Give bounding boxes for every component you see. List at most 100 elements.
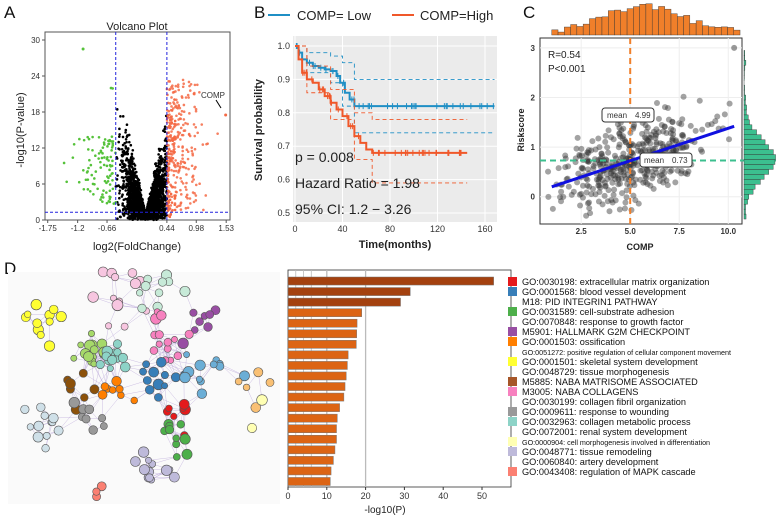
bar-4: [287, 318, 358, 328]
right-histogram-bar: [743, 189, 754, 195]
volcano-point: [155, 164, 158, 168]
volcano-point-down: [96, 187, 99, 191]
network-node: [112, 339, 123, 349]
corr-point: [660, 174, 667, 181]
corr-point: [696, 97, 703, 104]
corr-point: [640, 179, 647, 186]
corr-point: [595, 135, 602, 142]
volcano-point-down: [84, 178, 88, 182]
network-node: [250, 402, 261, 413]
corr-point: [641, 134, 648, 141]
top-histogram-bar: [614, 9, 622, 36]
corr-point: [612, 197, 619, 204]
volcano-point: [129, 157, 133, 160]
volcano-ytick-label: 18: [31, 108, 40, 117]
volcano-point: [155, 178, 159, 182]
volcano-point-up: [182, 165, 186, 169]
corr-point: [660, 128, 667, 135]
legend-label-1: GO:0001568: blood vessel development: [522, 287, 686, 297]
volcano-point-up: [174, 84, 178, 88]
volcano-point-up: [185, 148, 189, 151]
network-node: [20, 404, 30, 414]
legend-swatch-0: [508, 277, 517, 286]
top-histogram-bar: [695, 20, 703, 36]
volcano-point-down: [91, 135, 94, 139]
corr-point: [699, 148, 706, 155]
bar-14: [287, 424, 337, 434]
volcano-point: [126, 147, 130, 150]
right-histogram-bar: [743, 89, 745, 96]
corr-point: [636, 141, 643, 148]
corr-point: [642, 122, 649, 129]
corr-point: [646, 134, 653, 141]
volcano-point-down: [102, 143, 106, 146]
corr-point: [623, 187, 630, 194]
network-node: [156, 310, 167, 321]
right-histogram-bar: [743, 50, 745, 56]
volcano-point-up: [167, 162, 171, 166]
volcano-point-up: [193, 167, 196, 171]
corr-point: [562, 164, 569, 171]
corr-point: [616, 130, 623, 137]
corr-point: [643, 171, 650, 178]
corr-point: [621, 137, 628, 144]
volcano-point: [128, 191, 132, 194]
corr-point: [578, 165, 585, 172]
network-node: [95, 360, 105, 370]
volcano-point-down: [101, 200, 104, 203]
corr-point: [679, 131, 686, 138]
volcano-point-up: [179, 176, 182, 180]
corr-point: [607, 174, 614, 181]
volcano-point: [169, 192, 173, 196]
volcano-point: [134, 175, 137, 179]
corr-point: [570, 188, 577, 195]
volcano-point-up: [172, 143, 176, 146]
volcano-point-down: [86, 135, 89, 139]
corr-point: [634, 162, 641, 169]
volcano-point-up: [179, 138, 182, 141]
volcano-point-down: [78, 137, 81, 141]
corr-point: [673, 138, 680, 145]
volcano-point-up: [172, 161, 176, 165]
corr-point: [640, 147, 647, 154]
volcano-point: [130, 183, 133, 187]
volcano-point: [142, 214, 146, 218]
corr-point: [584, 176, 591, 183]
corr-point: [683, 142, 690, 149]
corr-point: [608, 196, 615, 203]
volcano-point-up: [185, 193, 189, 197]
volcano-point-up: [180, 109, 184, 113]
km-ytick-label: 0.8: [277, 108, 290, 118]
corr-point: [620, 150, 627, 157]
network-node: [165, 425, 175, 435]
corr-point: [653, 100, 660, 107]
corr-point: [565, 163, 572, 170]
corr-point: [669, 136, 676, 143]
top-histogram-bar: [551, 29, 559, 36]
corr-point: [644, 137, 651, 144]
top-histogram-bar: [626, 8, 634, 36]
volcano-point-up: [169, 204, 173, 207]
bar-12: [287, 403, 340, 412]
network-node: [178, 398, 190, 410]
volcano-point-down: [111, 171, 114, 175]
volcano-point: [118, 135, 121, 138]
right-histogram-bar: [743, 119, 750, 125]
volcano-point: [158, 169, 161, 173]
volcano-point: [119, 115, 122, 118]
volcano-point: [121, 143, 125, 147]
volcano-point-up: [198, 182, 201, 185]
volcano-point: [129, 196, 133, 199]
corr-point: [662, 104, 669, 111]
volcano-ytick-label: 12: [31, 144, 40, 153]
corr-point: [669, 119, 676, 126]
right-histogram-bar: [743, 60, 747, 66]
volcano-point: [153, 174, 157, 177]
corr-point: [684, 171, 691, 178]
network-node: [107, 354, 118, 365]
mean-x-box: [601, 107, 655, 123]
corr-xlabel: COMP: [627, 242, 654, 252]
km-plot: Time(months) Survival probability COMP= …: [253, 8, 497, 251]
